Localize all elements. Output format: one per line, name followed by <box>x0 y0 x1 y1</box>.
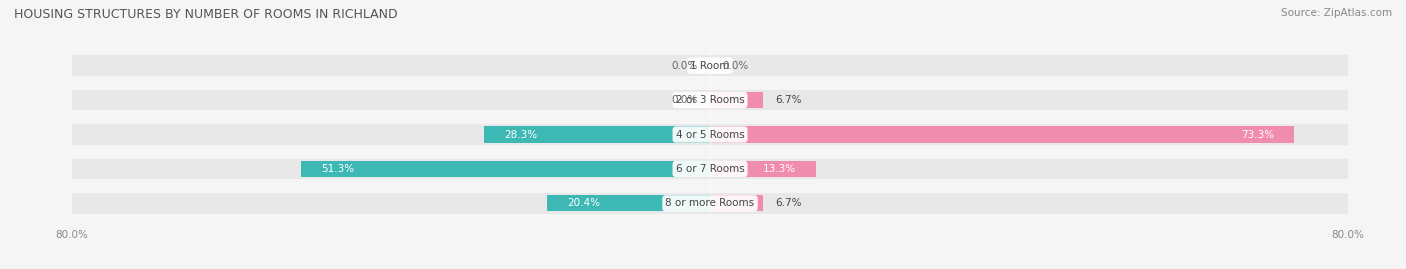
Bar <box>710 92 763 108</box>
Text: 20.4%: 20.4% <box>567 198 600 208</box>
Text: HOUSING STRUCTURES BY NUMBER OF ROOMS IN RICHLAND: HOUSING STRUCTURES BY NUMBER OF ROOMS IN… <box>14 8 398 21</box>
Text: 0.0%: 0.0% <box>672 95 697 105</box>
Bar <box>547 195 710 211</box>
Text: 8 or more Rooms: 8 or more Rooms <box>665 198 755 208</box>
Bar <box>710 126 1295 143</box>
Bar <box>710 161 815 177</box>
Text: 4 or 5 Rooms: 4 or 5 Rooms <box>676 129 744 140</box>
Text: 0.0%: 0.0% <box>672 61 697 71</box>
Text: 2 or 3 Rooms: 2 or 3 Rooms <box>676 95 744 105</box>
Text: Source: ZipAtlas.com: Source: ZipAtlas.com <box>1281 8 1392 18</box>
Bar <box>485 126 710 143</box>
Text: 6 or 7 Rooms: 6 or 7 Rooms <box>676 164 744 174</box>
Text: 73.3%: 73.3% <box>1241 129 1274 140</box>
Bar <box>72 55 1348 76</box>
Bar <box>301 161 710 177</box>
Bar <box>72 90 1348 110</box>
Text: 6.7%: 6.7% <box>776 95 801 105</box>
Text: 0.0%: 0.0% <box>723 61 748 71</box>
Text: 51.3%: 51.3% <box>321 164 354 174</box>
Text: 1 Room: 1 Room <box>690 61 730 71</box>
Text: 28.3%: 28.3% <box>505 129 537 140</box>
Bar <box>72 193 1348 214</box>
Bar <box>72 124 1348 145</box>
Bar <box>710 195 763 211</box>
Bar <box>72 159 1348 179</box>
Text: 13.3%: 13.3% <box>763 164 796 174</box>
Text: 6.7%: 6.7% <box>776 198 801 208</box>
